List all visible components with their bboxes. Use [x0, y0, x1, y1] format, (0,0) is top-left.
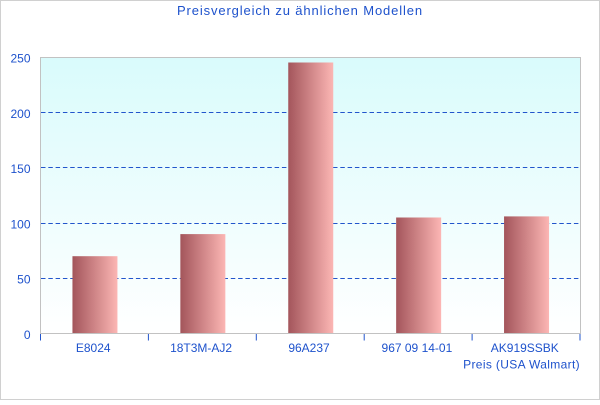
svg-text:967 09 14-01: 967 09 14-01: [382, 341, 453, 355]
svg-text:Preisvergleich zu ähnlichen Mo: Preisvergleich zu ähnlichen Modellen: [177, 3, 423, 18]
svg-text:150: 150: [10, 162, 30, 176]
svg-text:E8024: E8024: [76, 341, 111, 355]
svg-text:AK919SSBK: AK919SSBK: [491, 341, 559, 355]
svg-text:0: 0: [24, 328, 31, 342]
svg-text:50: 50: [17, 273, 31, 287]
svg-text:Preis (USA Walmart): Preis (USA Walmart): [463, 357, 580, 371]
svg-text:200: 200: [10, 107, 30, 121]
svg-text:18T3M-AJ2: 18T3M-AJ2: [170, 341, 232, 355]
svg-text:100: 100: [10, 217, 30, 231]
svg-text:250: 250: [10, 51, 30, 65]
svg-text:96A237: 96A237: [288, 341, 330, 355]
